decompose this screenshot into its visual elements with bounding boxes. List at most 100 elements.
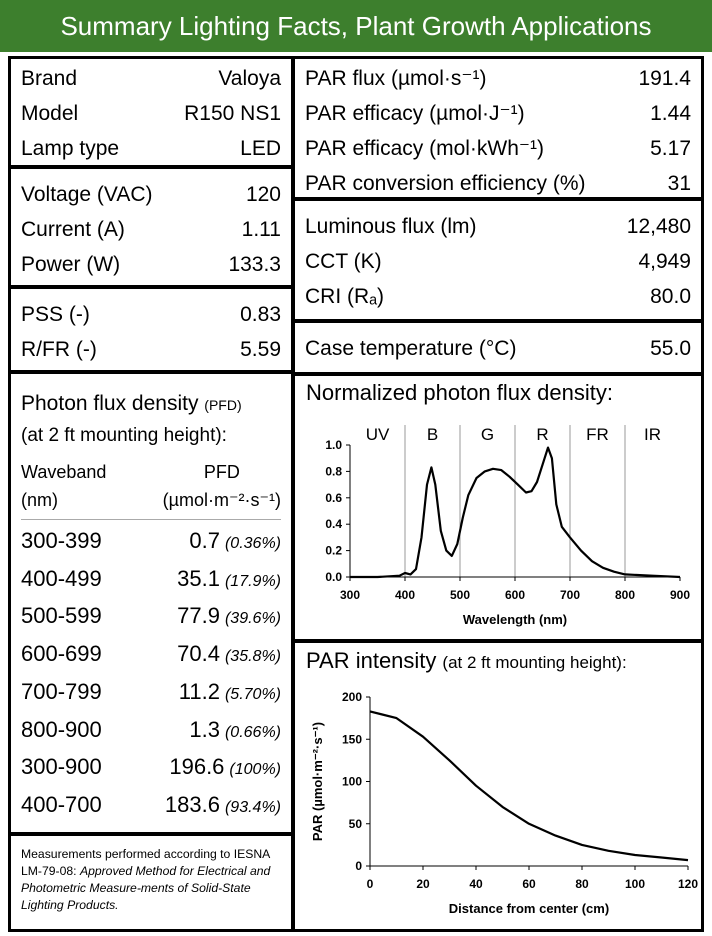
spec-row: PAR efficacy (µmol·J⁻¹) 1.44 <box>305 102 691 126</box>
spec-value: 5.59 <box>240 338 281 361</box>
pfd-share: (5.70%) <box>224 685 281 703</box>
pfd-title-text: Photon flux density <box>21 392 199 415</box>
x-tick-label: 80 <box>575 877 589 891</box>
waveband: 300-900 <box>21 754 102 780</box>
waveband: 600-699 <box>21 641 102 667</box>
spec-row: CRI (Rₐ) 80.0 <box>305 285 691 309</box>
footnote-citation: Approved Method for Electrical and Photo… <box>21 864 271 912</box>
pfd-row: 500-599 77.9 (39.6%) <box>21 603 281 629</box>
x-tick-label: 400 <box>395 588 415 602</box>
pfd-value: 77.9 <box>177 603 220 629</box>
pfd-value: 1.3 <box>189 716 220 742</box>
spec-row: Power (W) 133.3 <box>21 253 281 277</box>
pfd-row: 800-900 1.3 (0.66%) <box>21 717 281 743</box>
x-tick-label: 20 <box>416 877 430 891</box>
y-axis-label: PAR (µmol·m⁻²·s⁻¹) <box>310 722 325 841</box>
footnote-text: Measurements performed according to IESN… <box>21 847 270 878</box>
spec-row: Model R150 NS1 <box>21 102 281 126</box>
y-tick-label: 0.0 <box>325 570 342 584</box>
x-tick-label: 900 <box>670 588 690 602</box>
pfd-row: 300-900 196.6 (100%) <box>21 754 281 780</box>
y-tick-label: 50 <box>349 817 363 831</box>
spec-row: Case temperature (°C) 55.0 <box>305 337 691 361</box>
pfd-box: Photon flux density (PFD) (at 2 ft mount… <box>8 371 294 835</box>
waveband: 400-700 <box>21 791 102 817</box>
header-title: Summary Lighting Facts, Plant Growth App… <box>0 0 712 52</box>
title-text: Normalized photon flux density: <box>306 380 613 405</box>
pfd-value: 11.2 <box>178 678 220 704</box>
spec-value: Valoya <box>218 67 281 90</box>
pfd-value: 196.6 <box>169 754 225 780</box>
spec-value: 133.3 <box>228 253 281 276</box>
spec-row: PAR conversion efficiency (%) 31 <box>305 172 691 196</box>
pfd-share: (39.6%) <box>224 610 281 628</box>
pfd-cell: 196.6 (100%) <box>169 754 281 780</box>
spec-value: 1.44 <box>650 102 691 125</box>
spec-label: CCT (K) <box>305 250 382 273</box>
spec-row: PAR flux (µmol·s⁻¹) 191.4 <box>305 67 691 91</box>
subtitle: (at 2 ft mounting height): <box>442 653 626 672</box>
x-tick-label: 0 <box>367 877 374 891</box>
spec-label: Lamp type <box>21 137 120 160</box>
spec-row: Voltage (VAC) 120 <box>21 183 281 207</box>
waveband: 400-499 <box>21 565 102 591</box>
y-tick-label: 0.4 <box>325 517 342 531</box>
spec-label: Luminous flux (lm) <box>305 215 477 238</box>
spec-value: 191.4 <box>638 67 691 90</box>
y-tick-label: 0 <box>355 859 362 873</box>
x-tick-label: 60 <box>522 877 536 891</box>
data-line <box>350 446 681 579</box>
pfd-cell: 70.4 (35.8%) <box>177 641 281 667</box>
pfd-share: (17.9%) <box>224 572 281 590</box>
pfd-value: 35.1 <box>177 565 220 591</box>
pfd-row: 300-399 0.7 (0.36%) <box>21 528 281 554</box>
separator <box>21 519 281 520</box>
col-head: PFD (µmol·m⁻²·s⁻¹) <box>163 458 281 514</box>
y-tick-label: 0.6 <box>325 491 342 505</box>
y-tick-label: 150 <box>342 732 362 746</box>
pfd-value: 70.4 <box>177 641 220 667</box>
chart-box <box>292 373 704 642</box>
waveband: 500-599 <box>21 603 102 629</box>
spec-value: 0.83 <box>240 303 281 326</box>
pfd-share: (93.4%) <box>224 798 281 816</box>
col-head-line: (µmol·m⁻²·s⁻¹) <box>162 490 281 510</box>
pfd-share: (0.66%) <box>224 723 281 741</box>
spec-row: PSS (-) 0.83 <box>21 303 281 327</box>
spec-label: Power (W) <box>21 253 121 276</box>
spec-row: R/FR (-) 5.59 <box>21 338 281 362</box>
col-head: Waveband (nm) <box>21 458 106 514</box>
pfd-abbr: (PFD) <box>204 397 242 413</box>
waveband: 800-900 <box>21 716 102 742</box>
spec-value: LED <box>240 137 281 160</box>
spec-box: Brand Valoya Model R150 NS1 Lamp type LED <box>8 56 294 168</box>
pfd-row: 400-700 183.6 (93.4%) <box>21 792 281 818</box>
pfd-value: 0.7 <box>189 528 220 553</box>
x-tick-label: 800 <box>615 588 635 602</box>
col-head-line: (nm) <box>21 490 58 510</box>
spec-row: Luminous flux (lm) 12,480 <box>305 215 691 239</box>
spec-label: PAR flux (µmol·s⁻¹) <box>305 67 487 90</box>
y-tick-label: 200 <box>342 690 362 704</box>
y-tick-label: 0.8 <box>325 464 342 478</box>
y-tick-label: 0.2 <box>325 544 342 558</box>
x-axis-label: Wavelength (nm) <box>463 612 567 627</box>
spec-box: Voltage (VAC) 120 Current (A) 1.11 Power (W)… <box>8 166 294 288</box>
pfd-cell: 183.6 (93.4%) <box>165 792 281 818</box>
pfd-row: 400-499 35.1 (17.9%) <box>21 566 281 592</box>
x-tick-label: 40 <box>469 877 483 891</box>
data-line <box>369 710 689 862</box>
spec-row: CCT (K) 4,949 <box>305 250 691 274</box>
band-label: B <box>427 425 438 444</box>
chart-title: Normalized photon flux density: <box>306 380 613 405</box>
spec-value: 12,480 <box>626 215 691 238</box>
col-head-line: PFD <box>203 462 240 482</box>
spec-label: Current (A) <box>21 218 125 241</box>
spec-value: 1.11 <box>241 218 281 241</box>
spec-box: PSS (-) 0.83 R/FR (-) 5.59 <box>8 286 294 373</box>
spec-label: PAR efficacy (µmol·J⁻¹) <box>305 102 525 125</box>
spec-box: Case temperature (°C) 55.0 <box>292 320 704 375</box>
spec-value: 120 <box>245 183 281 206</box>
